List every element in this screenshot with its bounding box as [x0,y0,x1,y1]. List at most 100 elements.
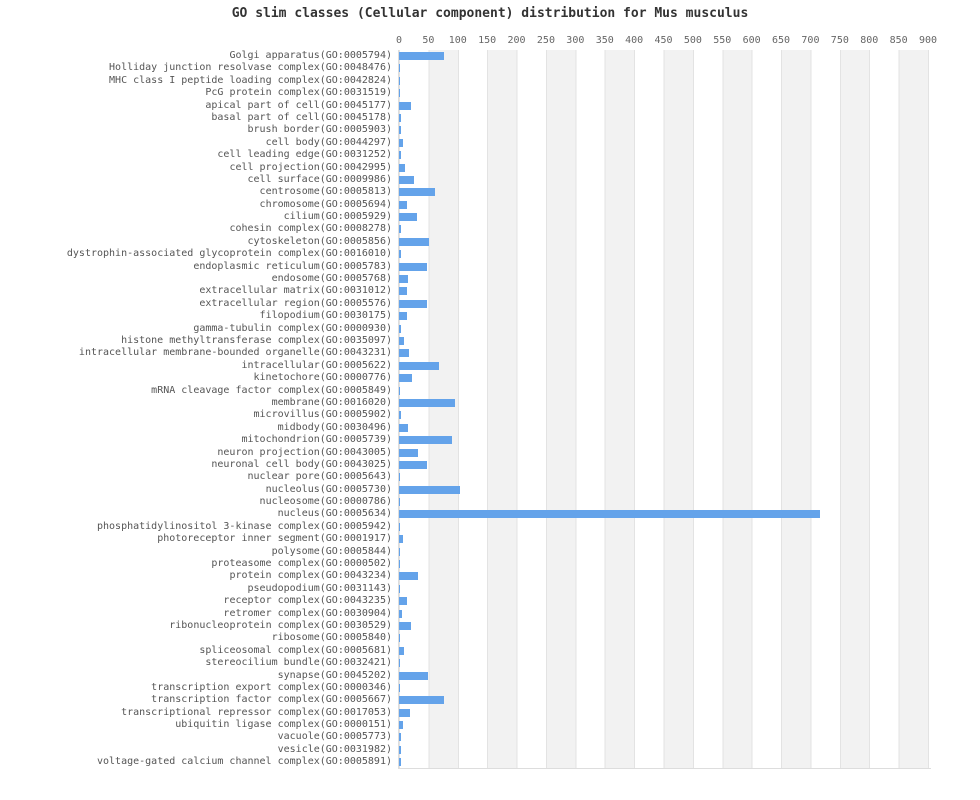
x-axis-tick-label: 550 [713,35,732,46]
row-plot-cell [398,533,931,546]
bar [399,175,414,184]
chart-row: PcG protein complex(GO:0031519) [0,87,980,100]
x-axis-tick-label: 250 [536,35,555,46]
bar [399,213,418,222]
chart-row: membrane(GO:0016020) [0,396,980,410]
category-label: filopodium(GO:0030175) [259,310,392,322]
bar [399,473,401,482]
bar [399,324,401,333]
x-axis-tick-label: 450 [654,35,673,46]
chart-row: MHC class I peptide loading complex(GO:0… [0,74,980,88]
bar [399,609,402,618]
bar [399,758,402,767]
row-plot-cell [398,322,931,335]
row-plot-cell [398,619,931,633]
chart-row: gamma-tubulin complex(GO:0000930) [0,322,980,335]
x-axis-tick-label: 300 [566,35,585,46]
bar [399,708,410,717]
row-plot-cell [398,607,931,620]
chart-row: nucleus(GO:0005634) [0,508,980,521]
row-plot-cell [398,74,931,88]
category-label: transcription export complex(GO:0000346) [151,681,392,693]
chart-row: photoreceptor inner segment(GO:0001917) [0,533,980,546]
row-plot-cell [398,198,931,212]
bar [399,671,429,680]
row-plot-cell [398,99,931,112]
chart-row: transcriptional repressor complex(GO:001… [0,706,980,720]
chart-row: receptor complex(GO:0043235) [0,595,980,608]
bar [399,200,407,209]
category-label: photoreceptor inner segment(GO:0001917) [157,533,392,545]
bar [399,336,404,345]
row-plot-cell [398,421,931,435]
category-label: protein complex(GO:0043234) [229,570,392,582]
bar [399,101,411,110]
bar [399,374,412,383]
x-axis-tick-label: 600 [742,35,761,46]
x-axis-tick-label: 200 [507,35,526,46]
category-label: midbody(GO:0030496) [277,421,392,433]
x-axis-tick-label: 850 [889,35,908,46]
x-axis-tick-label: 400 [625,35,644,46]
row-plot-cell [398,483,931,497]
chart-row: neuron projection(GO:0043005) [0,446,980,459]
chart-row: transcription factor complex(GO:0005667) [0,694,980,707]
bar [399,460,428,469]
row-plot-cell [398,235,931,249]
category-label: ribosome(GO:0005840) [271,632,392,644]
category-label: mRNA cleavage factor complex(GO:0005849) [151,384,392,396]
chart-row: spliceosomal complex(GO:0005681) [0,644,980,658]
chart-row: histone methyltransferase complex(GO:003… [0,334,980,348]
category-label: transcription factor complex(GO:0005667) [151,694,392,706]
category-label: brush border(GO:0005903) [247,124,393,136]
row-plot-cell [398,384,931,397]
chart-row: cell surface(GO:0009986) [0,173,980,187]
row-plot-cell [398,260,931,274]
chart-row: vacuole(GO:0005773) [0,731,980,744]
row-plot-cell [398,582,931,596]
chart-row: proteasome complex(GO:0000502) [0,558,980,571]
chart-row: mitochondrion(GO:0005739) [0,434,980,447]
x-axis-tick-label: 900 [918,35,938,46]
row-plot-cell [398,334,931,348]
chart-row: chromosome(GO:0005694) [0,198,980,212]
row-plot-cell [398,149,931,162]
bar [399,188,436,197]
row-plot-cell [398,595,931,608]
chart-row: centrosome(GO:0005813) [0,186,980,199]
chart-row: phosphatidylinositol 3-kinase complex(GO… [0,520,980,534]
row-plot-cell [398,310,931,323]
chart-row: ribosome(GO:0005840) [0,632,980,645]
row-plot-cell [398,87,931,100]
chart-row: vesicle(GO:0031982) [0,743,980,757]
category-label: membrane(GO:0016020) [271,396,392,408]
category-label: voltage-gated calcium channel complex(GO… [96,756,392,768]
row-plot-cell [398,223,931,236]
chart-row: Holliday junction resolvase complex(GO:0… [0,62,980,75]
bar [399,448,418,457]
category-label: nuclear pore(GO:0005643) [247,471,393,483]
category-label: nucleolus(GO:0005730) [265,483,392,495]
x-axis: 0 50 100 150 200 250 300 350 400 450 500 550 600 650 7… [0,21,980,50]
category-label: retromer complex(GO:0030904) [223,607,392,619]
chart-row: mRNA cleavage factor complex(GO:0005849) [0,384,980,397]
category-label: intracellular(GO:0005622) [241,359,392,371]
x-axis-tick-label: 650 [772,35,791,46]
chart-row: ribonucleoprotein complex(GO:0030529) [0,619,980,633]
row-plot-cell [398,297,931,311]
bar [399,485,460,494]
category-label: MHC class I peptide loading complex(GO:0… [109,74,392,86]
row-plot-cell [398,508,931,521]
category-label: extracellular region(GO:0005576) [199,297,392,309]
chart-title: GO slim classes (Cellular component) dis… [231,6,749,21]
category-label: synapse(GO:0045202) [277,669,392,681]
x-axis-tick-label: 500 [683,35,702,46]
category-label: ubiquitin ligase complex(GO:0000151) [175,719,392,731]
bar [399,126,401,135]
chart-row: nucleolus(GO:0005730) [0,483,980,497]
row-plot-cell [398,694,931,707]
row-plot-cell [398,50,931,63]
bar [399,163,406,172]
bar [399,634,401,643]
chart-row: extracellular matrix(GO:0031012) [0,285,980,298]
